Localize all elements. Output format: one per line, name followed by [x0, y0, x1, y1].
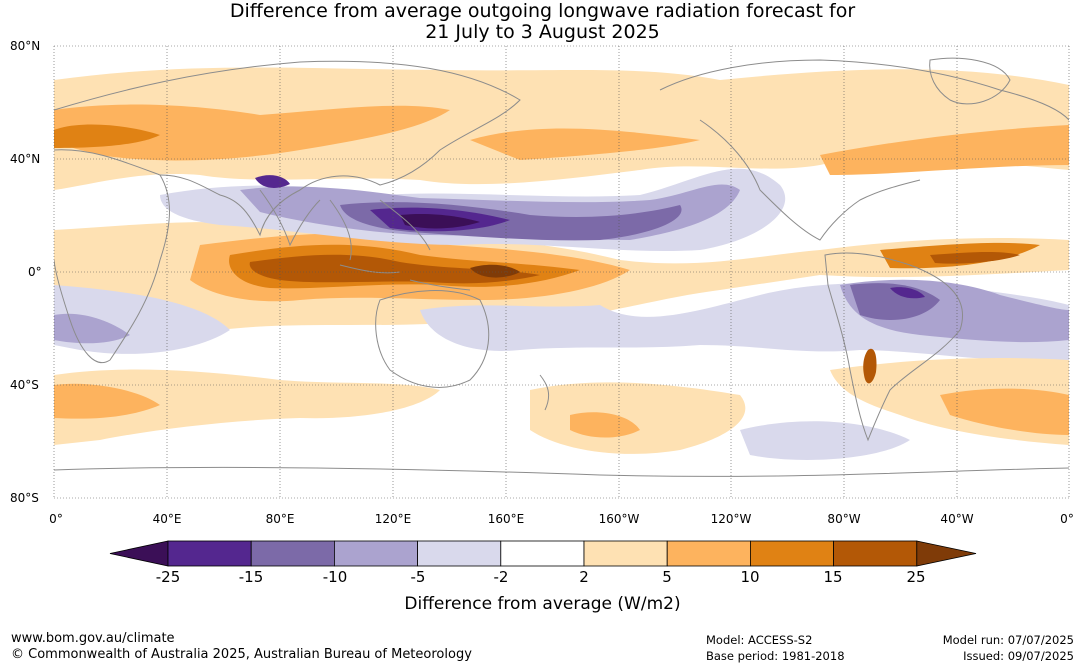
anomaly-region-atlantic-dark: [930, 251, 1020, 264]
colorbar-segment: [417, 540, 502, 567]
colorbar-segments: [109, 540, 977, 567]
anomaly-region-atlantic-orange: [820, 125, 1069, 175]
anomaly-region-nh-purple-core: [400, 213, 480, 229]
colorbar-segment: [583, 540, 668, 567]
colorbar-tick: 10: [740, 568, 760, 586]
anomaly-region-africa-purple: [54, 313, 130, 344]
anomaly-region-nh-mid-orange-3: [470, 128, 700, 160]
coastline-africa: [54, 149, 170, 363]
lat-label-40s: 40°S: [10, 378, 39, 392]
anomaly-region-nh-mid-orange-2: [54, 104, 450, 161]
footer-copyright: © Commonwealth of Australia 2025, Austra…: [11, 647, 472, 662]
colorbar-tick: -2: [493, 568, 509, 586]
anomaly-region-maritime-darkest: [249, 254, 540, 284]
coastlines: [54, 57, 1069, 477]
colorbar-title: Difference from average (W/m2): [404, 594, 681, 614]
colorbar-segment: [250, 540, 335, 567]
map-title-line2: 21 July to 3 August 2025: [425, 21, 660, 43]
anomaly-region-southern-ocean-purple: [740, 421, 910, 460]
coastline-antarctica: [54, 467, 1069, 477]
coastline-south-america: [824, 252, 964, 442]
anomaly-region-pacific-peak: [470, 264, 520, 278]
lat-label-40n: 40°N: [10, 152, 41, 166]
colorbar-tick: 2: [579, 568, 589, 586]
colorbar-segment: [167, 540, 252, 567]
anomaly-region-patagonia-dark: [863, 348, 877, 384]
lon-label-120e: 120°E: [374, 512, 412, 526]
colorbar-segment: [500, 540, 585, 567]
colorbar-arrow-low: [109, 540, 169, 567]
coastline-se-asia: [329, 199, 431, 261]
colorbar-tick: 15: [823, 568, 843, 586]
lon-label-160w: 160°W: [598, 512, 640, 526]
colorbar-arrow-high: [916, 540, 977, 567]
colorbar-segment: [333, 540, 418, 567]
coastline-australia: [375, 290, 490, 388]
lat-label-80n: 80°N: [10, 39, 41, 53]
lat-label-80s: 80°S: [10, 491, 39, 505]
map-title-line1: Difference from average outgoing longwav…: [229, 0, 856, 22]
colorbar-segment: [666, 540, 751, 567]
lon-label-0: 0°: [49, 512, 63, 526]
anomaly-fields: [54, 67, 1069, 460]
footer-website: www.bom.gov.au/climate: [11, 631, 175, 646]
graticule: [53, 45, 1070, 499]
lon-label-160e: 160°E: [487, 512, 525, 526]
colorbar-segment: [750, 540, 835, 567]
coastline-india: [259, 189, 321, 247]
lon-label-80w: 80°W: [827, 512, 861, 526]
footer-base-period: Base period: 1981-2018: [706, 649, 845, 663]
footer-model-run: Model run: 07/07/2025: [942, 633, 1074, 647]
coastline-indonesia: [339, 264, 471, 291]
lon-label-0-right: 0°: [1060, 512, 1074, 526]
footer-model: Model: ACCESS-S2: [706, 633, 813, 647]
anomaly-region-himalaya-purple: [255, 175, 290, 188]
lon-label-80e: 80°E: [265, 512, 295, 526]
coastline-north-america: [659, 59, 1069, 241]
lon-label-40e: 40°E: [152, 512, 182, 526]
coastline-greenland: [929, 57, 1011, 105]
colorbar-tick: 25: [906, 568, 926, 586]
anomaly-region-sh-mid-orange: [54, 358, 1069, 454]
anomaly-region-brazil-deep: [890, 287, 925, 299]
colorbar-tick: -15: [238, 568, 264, 586]
colorbar-tick: -5: [410, 568, 426, 586]
coastline-new-zealand: [539, 374, 550, 411]
colorbar-tick: -25: [155, 568, 181, 586]
coastline-eurasia: [54, 60, 521, 237]
colorbar-segment: [833, 540, 918, 567]
footer-issued: Issued: 09/07/2025: [963, 649, 1074, 663]
colorbar-tick: 5: [662, 568, 672, 586]
lon-label-40w: 40°W: [940, 512, 974, 526]
anomaly-region-sh-purple-light: [54, 283, 1069, 362]
anomaly-region-europe-dark: [54, 124, 160, 148]
lon-label-120w: 120°W: [710, 512, 752, 526]
colorbar-tick: -10: [322, 568, 348, 586]
lat-label-equator: 0°: [28, 265, 42, 279]
